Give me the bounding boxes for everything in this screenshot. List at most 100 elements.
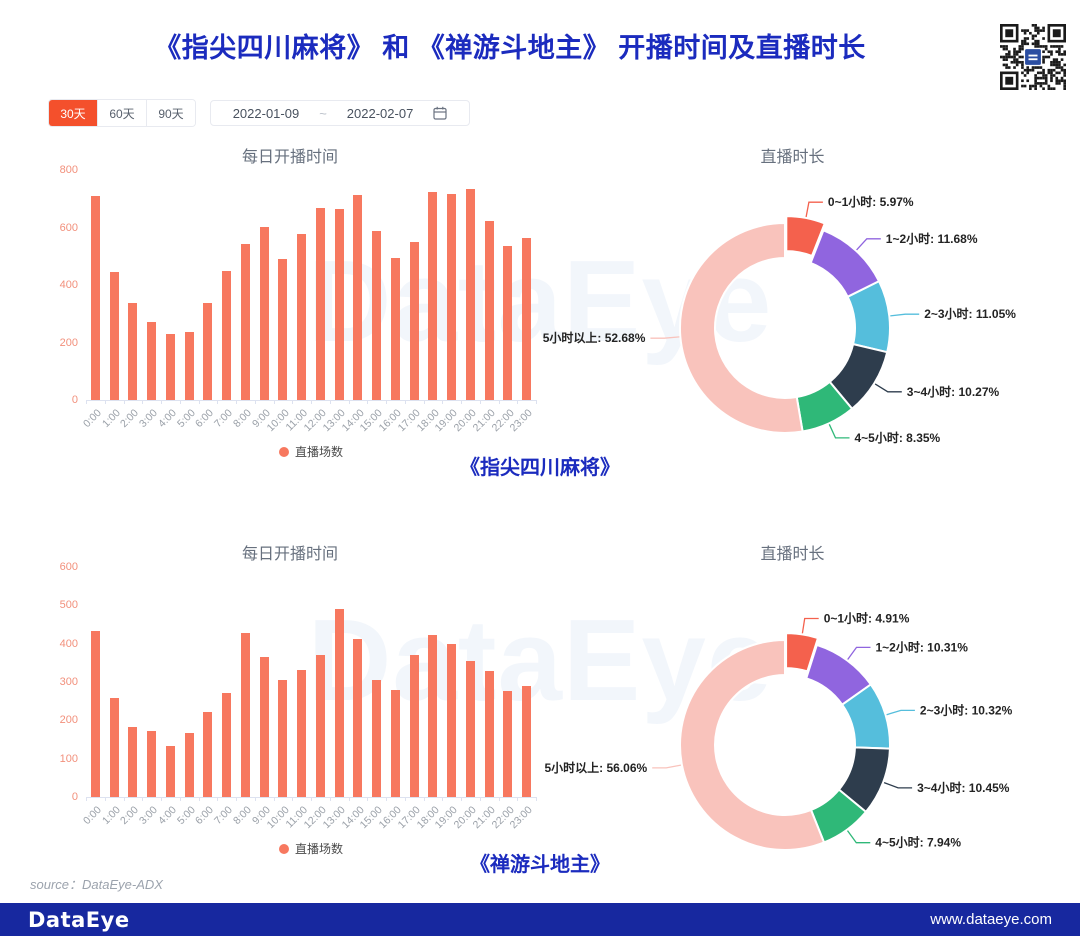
bar-7:00[interactable] xyxy=(222,692,232,797)
donut-label-line xyxy=(890,313,920,317)
game-section-2: DataEye 每日开播时间 0 100 200 300 400 500 600 0:00 1:… xyxy=(0,537,1080,889)
x-axis-tickmark xyxy=(536,400,537,404)
bar-9:00[interactable] xyxy=(259,226,269,400)
x-axis-tickmark xyxy=(311,797,312,801)
date-range-input[interactable]: 2022-01-09 ~ 2022-02-07 xyxy=(210,100,470,126)
bar-20:00[interactable] xyxy=(465,188,475,400)
x-axis-tickmark xyxy=(198,400,200,404)
y-axis-tick: 100 xyxy=(59,752,78,765)
bar-2:00[interactable] xyxy=(128,727,138,797)
x-axis-tickmark xyxy=(179,797,181,801)
bar-3:00[interactable] xyxy=(147,322,157,400)
bar-4:00[interactable] xyxy=(165,334,175,400)
bar-21:00[interactable] xyxy=(484,671,494,797)
legend[interactable]: 直播场数 xyxy=(86,840,536,857)
date-separator: ~ xyxy=(319,105,327,121)
bar-13:00[interactable] xyxy=(334,608,344,797)
date-start[interactable]: 2022-01-09 xyxy=(232,105,300,121)
x-axis-tickmark xyxy=(479,400,481,404)
bar-5:00[interactable] xyxy=(184,732,194,797)
donut-label-line xyxy=(874,383,902,393)
x-axis-tickmark xyxy=(273,400,275,404)
bar-16:00[interactable] xyxy=(390,257,400,400)
bar-16:00[interactable] xyxy=(390,690,400,797)
x-axis-tickmark xyxy=(123,797,125,801)
bar-15:00[interactable] xyxy=(372,680,382,797)
bar-20:00[interactable] xyxy=(465,660,475,797)
bar-chart-panel-2: 每日开播时间 0 100 200 300 400 500 600 0:00 1:00 2:00 3:… xyxy=(40,537,540,872)
x-axis-tickmark xyxy=(104,400,106,404)
x-axis-label: 7:00 xyxy=(212,407,236,430)
bar-19:00[interactable] xyxy=(447,643,457,797)
bar-3:00[interactable] xyxy=(147,730,157,797)
donut-label: 2~3小时: 11.05% xyxy=(924,306,1016,321)
donut-slice-0~1小时[interactable] xyxy=(785,632,820,673)
donut-slice-0~1小时[interactable] xyxy=(785,215,827,258)
footer-url[interactable]: www.dataeye.com xyxy=(930,911,1052,928)
bar-7:00[interactable] xyxy=(222,271,232,400)
game-title-1: 《指尖四川麻将》 xyxy=(460,457,620,479)
bar-10:00[interactable] xyxy=(278,679,288,797)
bar-8:00[interactable] xyxy=(240,632,250,797)
range-button-30d[interactable]: 30天 xyxy=(49,100,98,126)
bar-18:00[interactable] xyxy=(428,192,438,400)
bar-1:00[interactable] xyxy=(109,271,119,400)
bar-6:00[interactable] xyxy=(203,712,213,797)
bar-17:00[interactable] xyxy=(409,654,419,797)
bar-9:00[interactable] xyxy=(259,657,269,797)
donut-chart: 0~1小时: 4.91% 1~2小时: 10.31% 2~3小时: 10.32% 3~… xyxy=(544,611,1013,851)
bar-6:00[interactable] xyxy=(203,303,213,400)
bar-chart-plot: 0 200 400 600 800 0:00 1:00 2:00 3:00 4:00 5:00 6:0… xyxy=(60,164,537,434)
donut-label: 0~1小时: 4.91% xyxy=(824,611,910,626)
bar-23:00[interactable] xyxy=(522,686,532,797)
bar-22:00[interactable] xyxy=(503,691,513,797)
bar-4:00[interactable] xyxy=(165,746,175,797)
bar-12:00[interactable] xyxy=(315,654,325,797)
x-axis-label: 0:00 xyxy=(80,804,104,827)
y-axis-tick: 500 xyxy=(59,599,78,612)
x-axis-tickmark xyxy=(536,797,537,801)
x-axis-tickmark xyxy=(461,400,462,404)
bar-23:00[interactable] xyxy=(522,237,532,400)
bar-14:00[interactable] xyxy=(353,639,363,797)
y-axis-tick: 200 xyxy=(59,714,78,727)
x-axis-label: 6:00 xyxy=(193,804,217,827)
donut-slice-5小时以上[interactable] xyxy=(679,221,804,434)
bar-22:00[interactable] xyxy=(503,246,513,400)
x-axis-tickmark xyxy=(442,797,444,801)
date-end[interactable]: 2022-02-07 xyxy=(346,105,414,121)
x-axis-tickmark xyxy=(367,400,369,404)
donut-label-line xyxy=(883,781,913,789)
x-axis-tickmark xyxy=(292,400,294,404)
bar-14:00[interactable] xyxy=(353,195,363,400)
bar-2:00[interactable] xyxy=(128,303,138,400)
page-title: 《指尖四川麻将》 和 《禅游斗地主》 开播时间及直播时长 xyxy=(154,33,866,63)
legend[interactable]: 直播场数 xyxy=(86,443,536,460)
donut-slice-5小时以上[interactable] xyxy=(679,638,826,851)
bar-18:00[interactable] xyxy=(428,634,438,797)
footer: DataEye www.dataeye.com xyxy=(0,903,1080,936)
x-axis-tickmark xyxy=(329,400,331,404)
bar-12:00[interactable] xyxy=(315,207,325,400)
donut-chart-title: 直播时长 xyxy=(760,149,825,166)
x-axis-label: 6:00 xyxy=(193,407,217,430)
bar-5:00[interactable] xyxy=(184,332,194,400)
calendar-icon[interactable] xyxy=(433,106,447,120)
range-button-60d[interactable]: 60天 xyxy=(98,100,147,126)
bar-8:00[interactable] xyxy=(240,243,250,400)
bar-15:00[interactable] xyxy=(372,230,382,400)
bar-0:00[interactable] xyxy=(90,195,100,400)
donut-label: 4~5小时: 7.94% xyxy=(875,835,961,850)
bar-13:00[interactable] xyxy=(334,208,344,400)
bar-0:00[interactable] xyxy=(90,631,100,797)
y-axis-tick: 600 xyxy=(59,561,78,573)
bar-10:00[interactable] xyxy=(278,259,288,400)
bar-19:00[interactable] xyxy=(447,193,457,400)
bar-1:00[interactable] xyxy=(109,698,119,797)
bar-11:00[interactable] xyxy=(297,669,307,797)
bar-17:00[interactable] xyxy=(409,241,419,400)
range-button-90d[interactable]: 90天 xyxy=(147,100,195,126)
bar-21:00[interactable] xyxy=(484,221,494,400)
bar-11:00[interactable] xyxy=(297,233,307,400)
